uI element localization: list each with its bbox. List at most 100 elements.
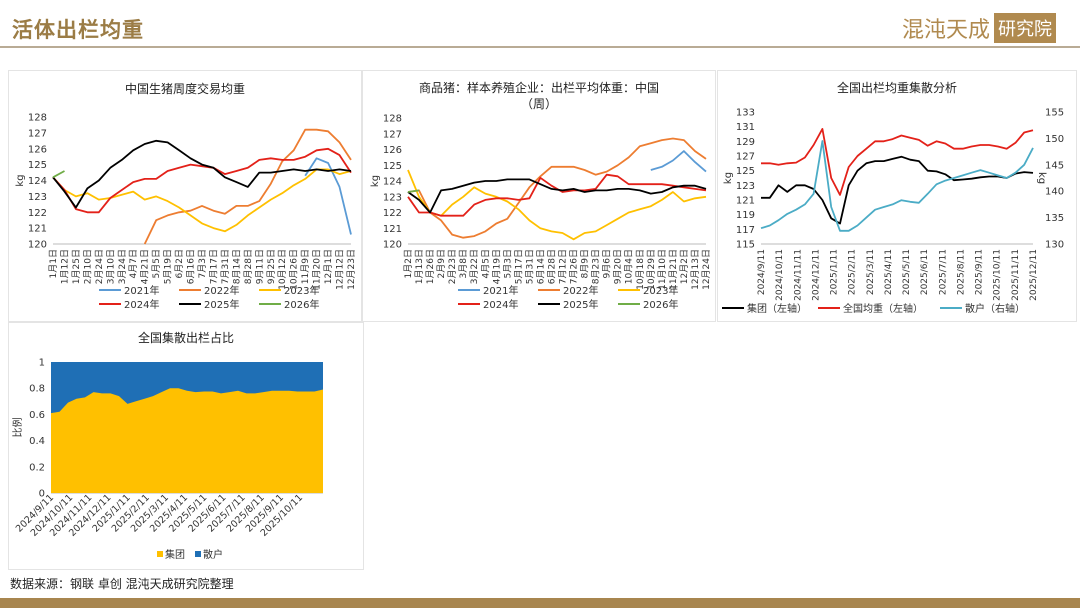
x-tick-label: 6月14日 xyxy=(535,249,546,284)
series-line-2021年 xyxy=(304,157,352,235)
y-tick-label: 127 xyxy=(28,128,47,139)
y-axis-label: 比例 xyxy=(11,418,24,438)
legend-swatch xyxy=(195,551,201,557)
legend-label: 2026年 xyxy=(284,298,319,311)
x-tick-label: 7月31日 xyxy=(220,249,231,284)
series-line-2023年 xyxy=(52,168,352,233)
x-tick-label: 3月24日 xyxy=(117,249,128,284)
y-tick-label: 121 xyxy=(736,196,755,207)
header-divider xyxy=(0,46,1080,48)
x-tick-label: 2025/7/11 xyxy=(938,249,948,295)
x-tick-label: 9月11日 xyxy=(254,249,265,284)
dual-axis-line-chart: 全国出栏均重集散分析 115 117 119 121 123 125 127 129 131 133… xyxy=(722,80,1064,315)
y-tick-label: 0.6 xyxy=(29,410,45,421)
y-tick-label: 115 xyxy=(736,240,755,251)
y-tick-label: 125 xyxy=(28,160,47,171)
y-tick-label: 131 xyxy=(736,122,755,133)
x-tick-label: 5月3日 xyxy=(502,249,513,278)
series-line-散户（右轴） xyxy=(760,140,1034,232)
x-tick-label: 10月18日 xyxy=(635,249,646,290)
x-tick-label: 8月9日 xyxy=(580,249,591,278)
y-tick-label: 127 xyxy=(383,129,402,140)
x-tick-label: 10月26日 xyxy=(289,249,300,290)
y-tick-label: 117 xyxy=(736,225,755,236)
y2-tick-label: 155 xyxy=(1045,108,1064,119)
x-tick-label: 2025/5/11 xyxy=(902,249,912,295)
x-tick-label: 3月8日 xyxy=(458,249,469,278)
x-tick-label: 11月10日 xyxy=(657,249,668,290)
y-axis-label: kg xyxy=(15,174,26,186)
logo-text: 混沌天成 xyxy=(901,18,990,43)
y-tick-label: 120 xyxy=(28,240,47,251)
legend-label: 2024年 xyxy=(124,298,159,311)
series-line-集团（左轴） xyxy=(761,155,1034,225)
legend-label: 2026年 xyxy=(643,298,678,311)
x-tick-label: 8月14日 xyxy=(231,249,242,284)
y-tick-label: 129 xyxy=(736,137,755,148)
x-tick-label: 12月23日 xyxy=(346,249,357,290)
series-line-2021年 xyxy=(650,150,707,173)
x-tick-label: 2月9日 xyxy=(436,249,447,278)
x-tick-label: 1月25日 xyxy=(71,249,82,284)
y-tick-label: 125 xyxy=(736,166,755,177)
legend-label: 集团 xyxy=(165,548,185,561)
chart-title: 全国集散出栏占比 xyxy=(138,330,234,345)
x-tick-label: 5月19日 xyxy=(163,249,174,284)
y2-tick-label: 145 xyxy=(1045,160,1064,171)
x-tick-label: 4月19日 xyxy=(491,249,502,284)
x-tick-label: 12月1日 xyxy=(323,249,334,284)
x-tick-label: 3月10日 xyxy=(105,249,116,284)
x-tick-label: 12月2日 xyxy=(679,249,690,284)
x-tick-label: 7月17日 xyxy=(208,249,219,284)
y-tick-label: 121 xyxy=(28,224,47,235)
x-tick-label: 7月3日 xyxy=(197,249,208,278)
y-axis-label: kg xyxy=(370,175,381,187)
page-title: 活体出栏均重 xyxy=(12,17,144,42)
x-tick-label: 1月1日 xyxy=(48,249,59,278)
series-line-2024年 xyxy=(407,173,707,217)
y-tick-label: 0.4 xyxy=(29,436,45,447)
series-line-2022年 xyxy=(143,128,352,245)
y-tick-label: 126 xyxy=(28,144,47,155)
series-line-2023年 xyxy=(407,169,707,241)
x-tick-label: 8月23日 xyxy=(591,249,602,284)
legend-label: 2022年 xyxy=(204,284,239,297)
series-line-全国均重（左轴） xyxy=(761,128,1034,196)
y-tick-label: 126 xyxy=(383,145,402,156)
series-line-2026年 xyxy=(407,189,420,193)
x-tick-label: 1月2日 xyxy=(403,249,414,278)
x-tick-label: 2024/9/11 xyxy=(757,249,767,295)
x-tick-label: 2025/8/11 xyxy=(956,249,966,295)
x-tick-label: 7月26日 xyxy=(569,249,580,284)
series-line-2022年 xyxy=(407,137,707,239)
stacked-area-chart: 全国集散出栏占比00.20.40.60.81比例2024/9/112024/10… xyxy=(11,330,323,561)
chart-title: 全国出栏均重集散分析 xyxy=(837,80,957,95)
y-tick-label: 1 xyxy=(39,358,45,369)
legend-label: 2024年 xyxy=(483,298,518,311)
x-tick-label: 12月13日 xyxy=(690,249,701,290)
chart-title: 中国生猪周度交易均重 xyxy=(125,81,245,96)
y-tick-label: 122 xyxy=(383,208,402,219)
series-line-2025年 xyxy=(52,139,352,209)
x-tick-label: 2月10日 xyxy=(82,249,93,284)
bottom-bar xyxy=(0,598,1080,608)
x-tick-label: 3月22日 xyxy=(469,249,480,284)
legend-label: 2025年 xyxy=(204,298,239,311)
chart-panel-share-ratio: 全国集散出栏占比 0 0.2 0.4 0.6 0.8 1 比例 2024/9/11 2024/10… xyxy=(8,322,364,570)
legend-label: 2023年 xyxy=(284,284,319,297)
y-tick-label: 127 xyxy=(736,152,755,163)
y-tick-label: 119 xyxy=(736,210,755,221)
x-tick-label: 2025/12/11 xyxy=(1029,249,1039,301)
y-tick-label: 0 xyxy=(39,489,45,500)
x-tick-label: 1月26日 xyxy=(425,249,436,284)
x-tick-label: 2025/2/11 xyxy=(848,249,858,295)
y-tick-label: 128 xyxy=(28,113,47,124)
x-tick-label: 2025/10/11 xyxy=(993,249,1003,301)
x-tick-label: 9月25日 xyxy=(266,249,277,284)
legend-label: 2021年 xyxy=(483,284,518,297)
line-chart: 商品猪：样本养殖企业：出栏平均体重：中国 （周） 120 121 122 123 124 12… xyxy=(370,80,712,311)
x-tick-label: 9月6日 xyxy=(602,249,613,278)
legend-label: 2025年 xyxy=(563,298,598,311)
x-tick-label: 12月24日 xyxy=(701,249,712,290)
x-tick-label: 2024/11/11 xyxy=(793,249,803,301)
